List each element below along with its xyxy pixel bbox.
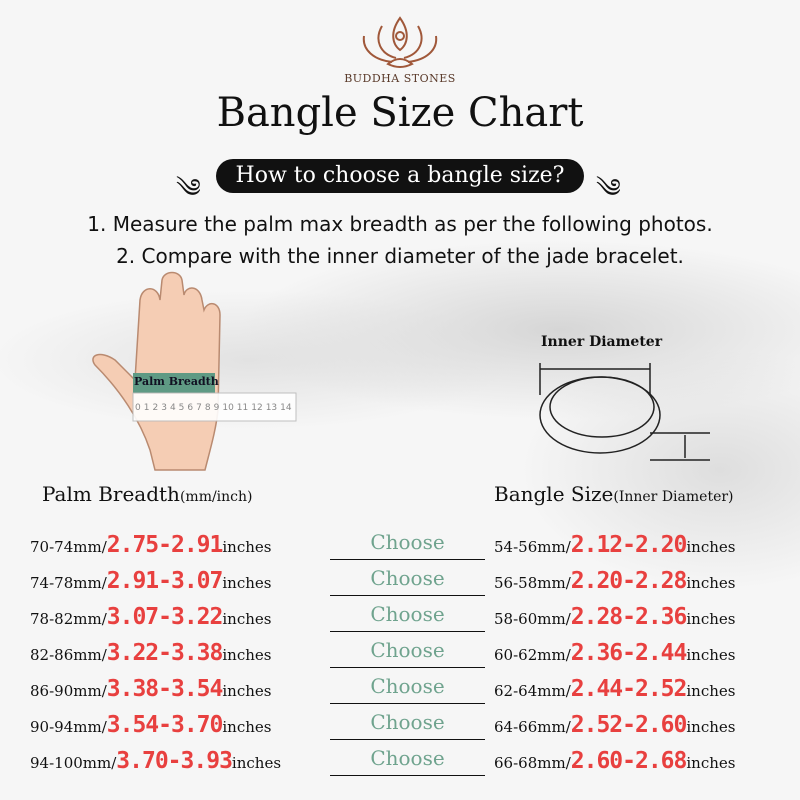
choose-button[interactable]: Choose: [330, 530, 485, 560]
bangle-size: 58-60mm/2.28-2.36inches: [494, 604, 736, 630]
hand-illustration: [92, 271, 297, 471]
cloud-ornament-icon: ༄: [176, 174, 201, 204]
palm-breadth-header: Palm Breadth(mm/inch): [42, 482, 253, 506]
instruction-step: 2. Compare with the inner diameter of th…: [116, 244, 684, 268]
size-row: 74-78mm/2.91-3.07inches Choose 56-58mm/2…: [0, 566, 800, 604]
palm-size: 90-94mm/3.54-3.70inches: [30, 712, 272, 738]
choose-button[interactable]: Choose: [330, 710, 485, 740]
lotus-logo: [362, 16, 438, 68]
ruler-tick: 5: [178, 403, 185, 413]
page-title: Bangle Size Chart: [216, 90, 584, 136]
cloud-ornament-icon: ༄: [596, 174, 621, 204]
ruler-tick: 2: [152, 403, 159, 413]
size-row: 78-82mm/3.07-3.22inches Choose 58-60mm/2…: [0, 602, 800, 640]
size-row: 90-94mm/3.54-3.70inches Choose 64-66mm/2…: [0, 710, 800, 748]
ruler-tick: 13: [265, 403, 278, 413]
choose-button[interactable]: Choose: [330, 566, 485, 596]
ruler-tick: 11: [236, 403, 249, 413]
brand-name: BUDDHA STONES: [344, 72, 456, 85]
choose-button[interactable]: Choose: [330, 746, 485, 776]
bangle-size: 60-62mm/2.36-2.44inches: [494, 640, 736, 666]
size-row: 82-86mm/3.22-3.38inches Choose 60-62mm/2…: [0, 638, 800, 676]
size-row: 70-74mm/2.75-2.91inches Choose 54-56mm/2…: [0, 530, 800, 568]
ruler-tick: 9: [213, 403, 220, 413]
bangle-size: 64-66mm/2.52-2.60inches: [494, 712, 736, 738]
bangle-size: 66-68mm/2.60-2.68inches: [494, 748, 736, 774]
palm-size: 74-78mm/2.91-3.07inches: [30, 568, 272, 594]
ruler-tick: 14: [280, 403, 292, 413]
palm-size: 78-82mm/3.07-3.22inches: [30, 604, 272, 630]
choose-button[interactable]: Choose: [330, 638, 485, 668]
ruler-tick: 7: [196, 403, 202, 413]
choose-button[interactable]: Choose: [330, 674, 485, 704]
palm-size: 86-90mm/3.38-3.54inches: [30, 676, 272, 702]
ruler-tick: 1: [143, 403, 150, 413]
ruler-tick: 10: [222, 403, 234, 413]
palm-size: 82-86mm/3.22-3.38inches: [30, 640, 272, 666]
bangle-size: 54-56mm/2.12-2.20inches: [494, 532, 736, 558]
instruction-step: 1. Measure the palm max breadth as per t…: [87, 212, 713, 236]
size-row: 94-100mm/3.70-3.93inches Choose 66-68mm/…: [0, 746, 800, 784]
palm-size: 94-100mm/3.70-3.93inches: [30, 748, 282, 774]
ruler-tick: 0: [135, 403, 141, 413]
palm-breadth-label: Palm Breadth: [134, 375, 219, 388]
ruler: 0 1 2 3 4 5 6 7 8 9 10 11 12 13 14: [135, 403, 292, 413]
subtitle-banner: How to choose a bangle size?: [216, 159, 584, 193]
choose-button[interactable]: Choose: [330, 602, 485, 632]
bangle-size: 62-64mm/2.44-2.52inches: [494, 676, 736, 702]
bangle-size: 56-58mm/2.20-2.28inches: [494, 568, 736, 594]
ruler-tick: 3: [161, 403, 167, 413]
ruler-tick: 12: [251, 403, 263, 413]
inner-diameter-label: Inner Diameter: [541, 334, 663, 350]
ruler-tick: 6: [187, 403, 194, 413]
bangle-diagram: [539, 363, 710, 461]
size-row: 86-90mm/3.38-3.54inches Choose 62-64mm/2…: [0, 674, 800, 712]
ruler-tick: 8: [204, 403, 211, 413]
ruler-tick: 4: [169, 403, 176, 413]
palm-size: 70-74mm/2.75-2.91inches: [30, 532, 272, 558]
bangle-size-header: Bangle Size(Inner Diameter): [494, 482, 734, 506]
